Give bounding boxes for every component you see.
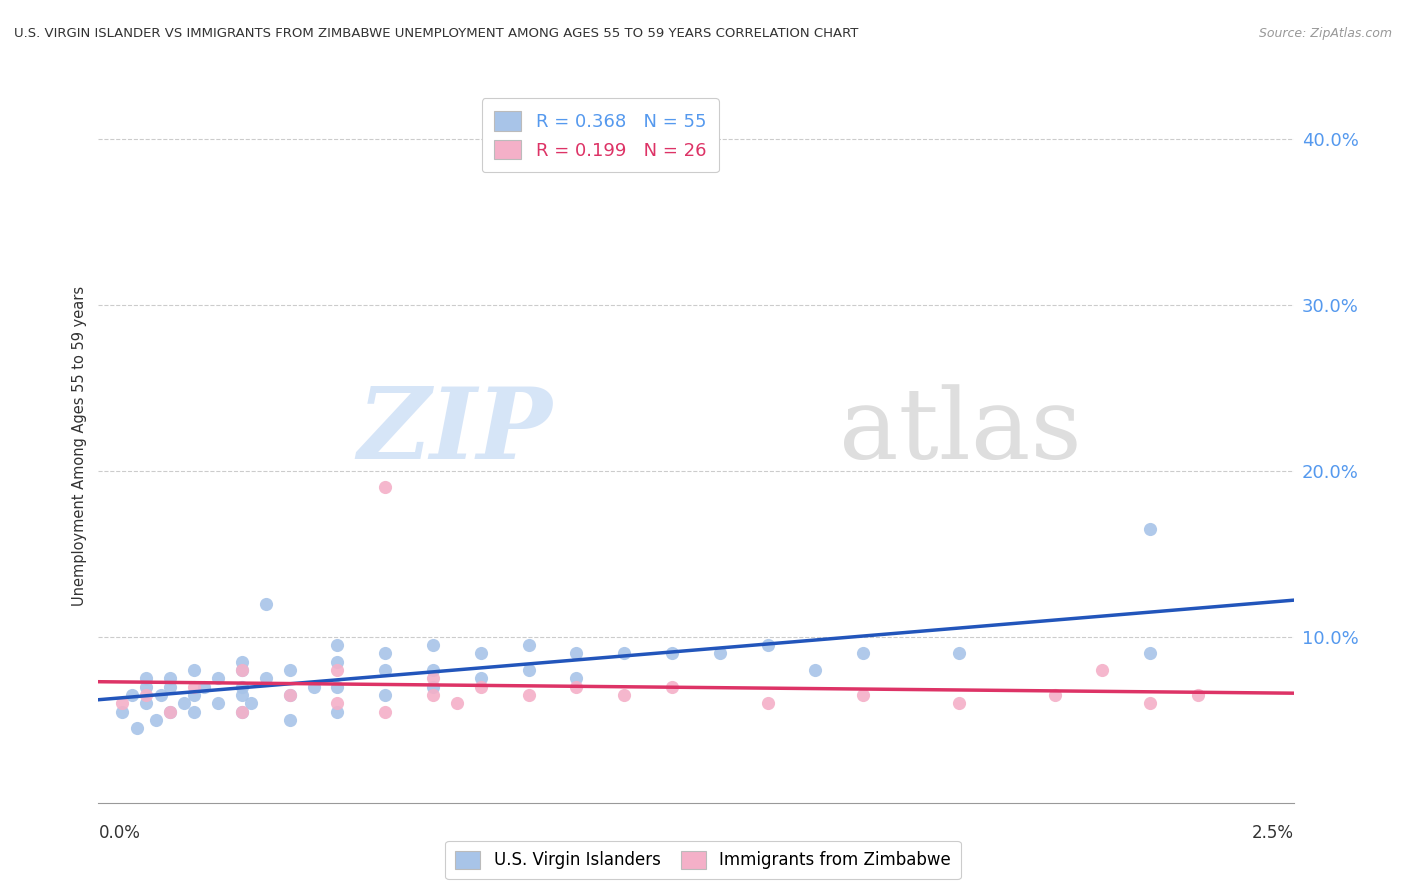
- Point: [374, 663, 396, 677]
- Text: Source: ZipAtlas.com: Source: ZipAtlas.com: [1258, 27, 1392, 40]
- Point: [159, 705, 181, 719]
- Point: [565, 680, 588, 694]
- Point: [1187, 688, 1209, 702]
- Point: [1139, 522, 1161, 536]
- Point: [374, 705, 396, 719]
- Point: [948, 696, 970, 710]
- Point: [374, 688, 396, 702]
- Point: [422, 680, 444, 694]
- Point: [231, 705, 253, 719]
- Legend: U.S. Virgin Islanders, Immigrants from Zimbabwe: U.S. Virgin Islanders, Immigrants from Z…: [446, 840, 960, 880]
- Point: [278, 688, 301, 702]
- Point: [135, 696, 157, 710]
- Point: [804, 663, 827, 677]
- Point: [159, 705, 181, 719]
- Point: [470, 647, 492, 661]
- Point: [422, 663, 444, 677]
- Point: [326, 663, 349, 677]
- Point: [1043, 688, 1066, 702]
- Point: [948, 647, 970, 661]
- Point: [1091, 663, 1114, 677]
- Point: [1139, 696, 1161, 710]
- Point: [422, 688, 444, 702]
- Point: [326, 680, 349, 694]
- Y-axis label: Unemployment Among Ages 55 to 59 years: Unemployment Among Ages 55 to 59 years: [72, 286, 87, 606]
- Point: [159, 671, 181, 685]
- Point: [231, 663, 253, 677]
- Point: [254, 597, 277, 611]
- Point: [135, 671, 157, 685]
- Text: 2.5%: 2.5%: [1251, 824, 1294, 842]
- Point: [183, 688, 205, 702]
- Text: U.S. VIRGIN ISLANDER VS IMMIGRANTS FROM ZIMBABWE UNEMPLOYMENT AMONG AGES 55 TO 5: U.S. VIRGIN ISLANDER VS IMMIGRANTS FROM …: [14, 27, 859, 40]
- Point: [183, 705, 205, 719]
- Point: [470, 680, 492, 694]
- Text: atlas: atlas: [839, 384, 1083, 480]
- Point: [149, 688, 172, 702]
- Text: 0.0%: 0.0%: [98, 824, 141, 842]
- Point: [111, 696, 134, 710]
- Point: [302, 680, 325, 694]
- Point: [207, 696, 229, 710]
- Point: [254, 671, 277, 685]
- Point: [1139, 647, 1161, 661]
- Text: ZIP: ZIP: [357, 384, 553, 480]
- Point: [240, 696, 263, 710]
- Point: [756, 638, 779, 652]
- Point: [613, 688, 636, 702]
- Point: [193, 680, 215, 694]
- Point: [326, 655, 349, 669]
- Point: [159, 680, 181, 694]
- Point: [135, 680, 157, 694]
- Point: [852, 688, 875, 702]
- Point: [125, 721, 148, 735]
- Point: [422, 638, 444, 652]
- Point: [135, 688, 157, 702]
- Point: [278, 713, 301, 727]
- Point: [207, 671, 229, 685]
- Point: [470, 671, 492, 685]
- Point: [121, 688, 143, 702]
- Point: [231, 663, 253, 677]
- Point: [231, 705, 253, 719]
- Point: [517, 688, 540, 702]
- Point: [661, 680, 683, 694]
- Point: [111, 705, 134, 719]
- Point: [517, 638, 540, 652]
- Point: [374, 481, 396, 495]
- Point: [565, 671, 588, 685]
- Point: [231, 688, 253, 702]
- Point: [183, 663, 205, 677]
- Point: [278, 688, 301, 702]
- Point: [173, 696, 195, 710]
- Point: [231, 680, 253, 694]
- Point: [709, 647, 731, 661]
- Point: [756, 696, 779, 710]
- Point: [326, 638, 349, 652]
- Point: [661, 647, 683, 661]
- Point: [422, 671, 444, 685]
- Legend: R = 0.368   N = 55, R = 0.199   N = 26: R = 0.368 N = 55, R = 0.199 N = 26: [482, 98, 718, 172]
- Point: [565, 647, 588, 661]
- Point: [231, 655, 253, 669]
- Point: [374, 647, 396, 661]
- Point: [278, 663, 301, 677]
- Point: [517, 663, 540, 677]
- Point: [326, 696, 349, 710]
- Point: [852, 647, 875, 661]
- Point: [183, 680, 205, 694]
- Point: [326, 705, 349, 719]
- Point: [613, 647, 636, 661]
- Point: [145, 713, 167, 727]
- Point: [446, 696, 468, 710]
